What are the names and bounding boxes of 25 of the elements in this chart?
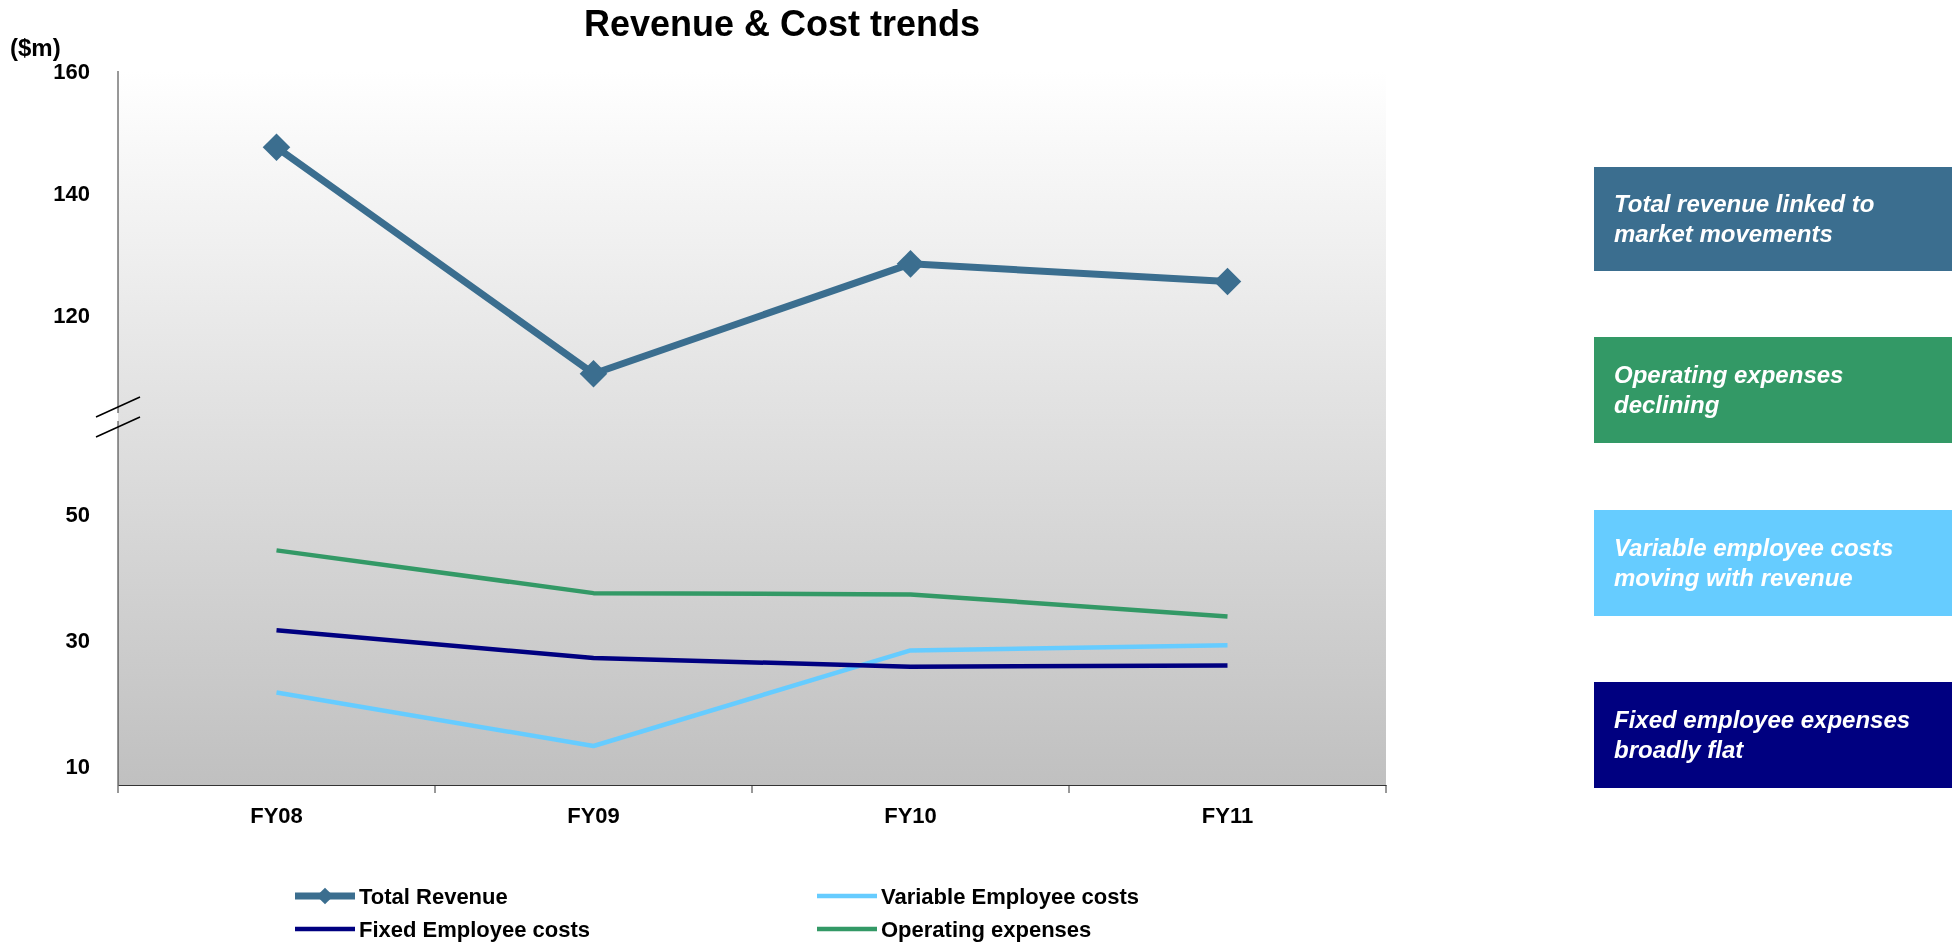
legend-label: Operating expenses bbox=[881, 917, 1092, 942]
y-tick-label: 30 bbox=[65, 627, 90, 653]
y-tick-label: 10 bbox=[65, 753, 90, 779]
text: Variable employee costs moving with revenue bbox=[1614, 534, 1894, 591]
y-tick-label: 50 bbox=[65, 502, 90, 528]
line-series bbox=[274, 548, 1230, 619]
y2-tick-label: 140 bbox=[53, 180, 90, 206]
x-tick-label: FY10 bbox=[884, 802, 937, 828]
legend-label: Fixed Employee costs bbox=[359, 917, 591, 942]
legend-label: Variable Employee costs bbox=[881, 884, 1140, 909]
point bbox=[1213, 267, 1242, 296]
legend-label: Total Revenue bbox=[359, 884, 508, 909]
point bbox=[262, 133, 291, 162]
x-tick-label: FY08 bbox=[250, 802, 303, 828]
line-series bbox=[274, 643, 1230, 749]
text: Total revenue linked to market movements bbox=[1614, 190, 1875, 247]
chart-title: Revenue & Cost trends bbox=[583, 3, 981, 44]
x-tick-label: FY09 bbox=[567, 802, 620, 828]
y2-tick-label: 120 bbox=[53, 302, 90, 328]
x-tick-label: FY11 bbox=[1201, 802, 1254, 828]
text: Fixed employee expenses broadly flat bbox=[1614, 706, 1911, 763]
point bbox=[579, 359, 608, 388]
line-series bbox=[274, 628, 1230, 669]
text: Operating expenses declining bbox=[1614, 361, 1844, 418]
point bbox=[896, 250, 925, 278]
